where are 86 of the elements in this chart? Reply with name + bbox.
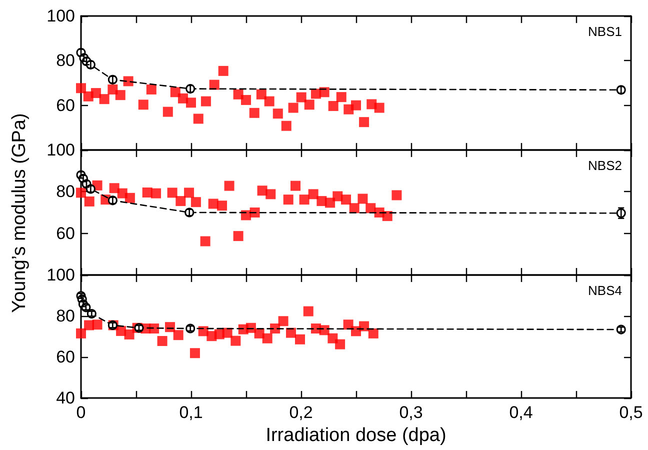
point [176, 196, 186, 206]
point [99, 94, 110, 104]
point [249, 108, 260, 118]
point [190, 348, 200, 358]
point [392, 190, 402, 200]
point [149, 324, 160, 334]
point [173, 330, 184, 340]
point [359, 321, 370, 332]
y-tick-label: 80 [56, 51, 75, 70]
point [224, 180, 234, 191]
point [335, 339, 346, 350]
point [325, 198, 336, 208]
point [281, 120, 292, 131]
point [230, 336, 241, 346]
point [190, 197, 201, 208]
point [217, 200, 228, 211]
point [374, 102, 384, 113]
point [193, 114, 204, 124]
point [299, 194, 310, 205]
y-tick-label: 80 [56, 306, 75, 326]
x-tick-label: 0,2 [289, 403, 313, 422]
point [200, 96, 211, 106]
point [109, 183, 120, 194]
point [146, 84, 156, 94]
point [218, 66, 228, 76]
text: NBS1 [588, 24, 622, 39]
point [84, 196, 94, 206]
point [290, 180, 300, 191]
x-axis-title: Irradiation dose (dpa) [266, 425, 446, 446]
point [336, 92, 346, 102]
point [256, 89, 266, 100]
text: NBS4 [588, 283, 622, 298]
point [296, 92, 306, 102]
point [340, 194, 351, 205]
point [272, 108, 283, 119]
point [368, 328, 378, 338]
y-tick-label: 40 [56, 388, 75, 408]
point [288, 102, 298, 113]
point [233, 231, 244, 242]
point [262, 333, 272, 344]
y-tick-label: 100 [46, 6, 75, 26]
point [303, 306, 314, 316]
x-tick-label: 0 [76, 403, 86, 422]
y-tick-label: 60 [56, 96, 75, 115]
point [304, 100, 314, 110]
point [308, 189, 318, 200]
point [138, 100, 148, 110]
x-tick-label: 0,5 [619, 403, 643, 422]
y-tick-label: 100 [46, 266, 75, 284]
point [328, 333, 338, 344]
point [92, 320, 102, 330]
point [266, 189, 276, 200]
text: NBS2 [588, 158, 622, 173]
point [351, 100, 361, 110]
x-tick-label: 0,4 [509, 403, 533, 422]
point [76, 83, 86, 94]
point [250, 208, 260, 218]
point [115, 90, 126, 100]
point [124, 192, 135, 203]
point [200, 236, 210, 246]
y-tick-label: 60 [56, 348, 75, 366]
y-tick-label: 80 [56, 182, 75, 202]
point [358, 194, 368, 204]
point [328, 101, 338, 112]
point [184, 188, 194, 198]
point [359, 117, 370, 128]
point [76, 328, 86, 338]
point [90, 88, 101, 98]
point [186, 98, 196, 108]
point [157, 336, 168, 346]
point [278, 316, 288, 326]
x-tick-label: 0,3 [399, 403, 423, 422]
point [167, 188, 178, 198]
y-axis-title: Young’s modulus (GPa) [9, 112, 31, 312]
point [124, 329, 134, 340]
point [241, 94, 251, 105]
point [151, 188, 162, 198]
point [264, 96, 274, 106]
y-tick-label: 60 [56, 224, 75, 243]
x-tick-label: 0,1 [179, 403, 203, 422]
point [162, 106, 173, 117]
point [349, 203, 360, 214]
point [283, 194, 294, 205]
point [123, 76, 134, 86]
y-tick-label: 100 [46, 140, 75, 160]
point [295, 334, 306, 344]
